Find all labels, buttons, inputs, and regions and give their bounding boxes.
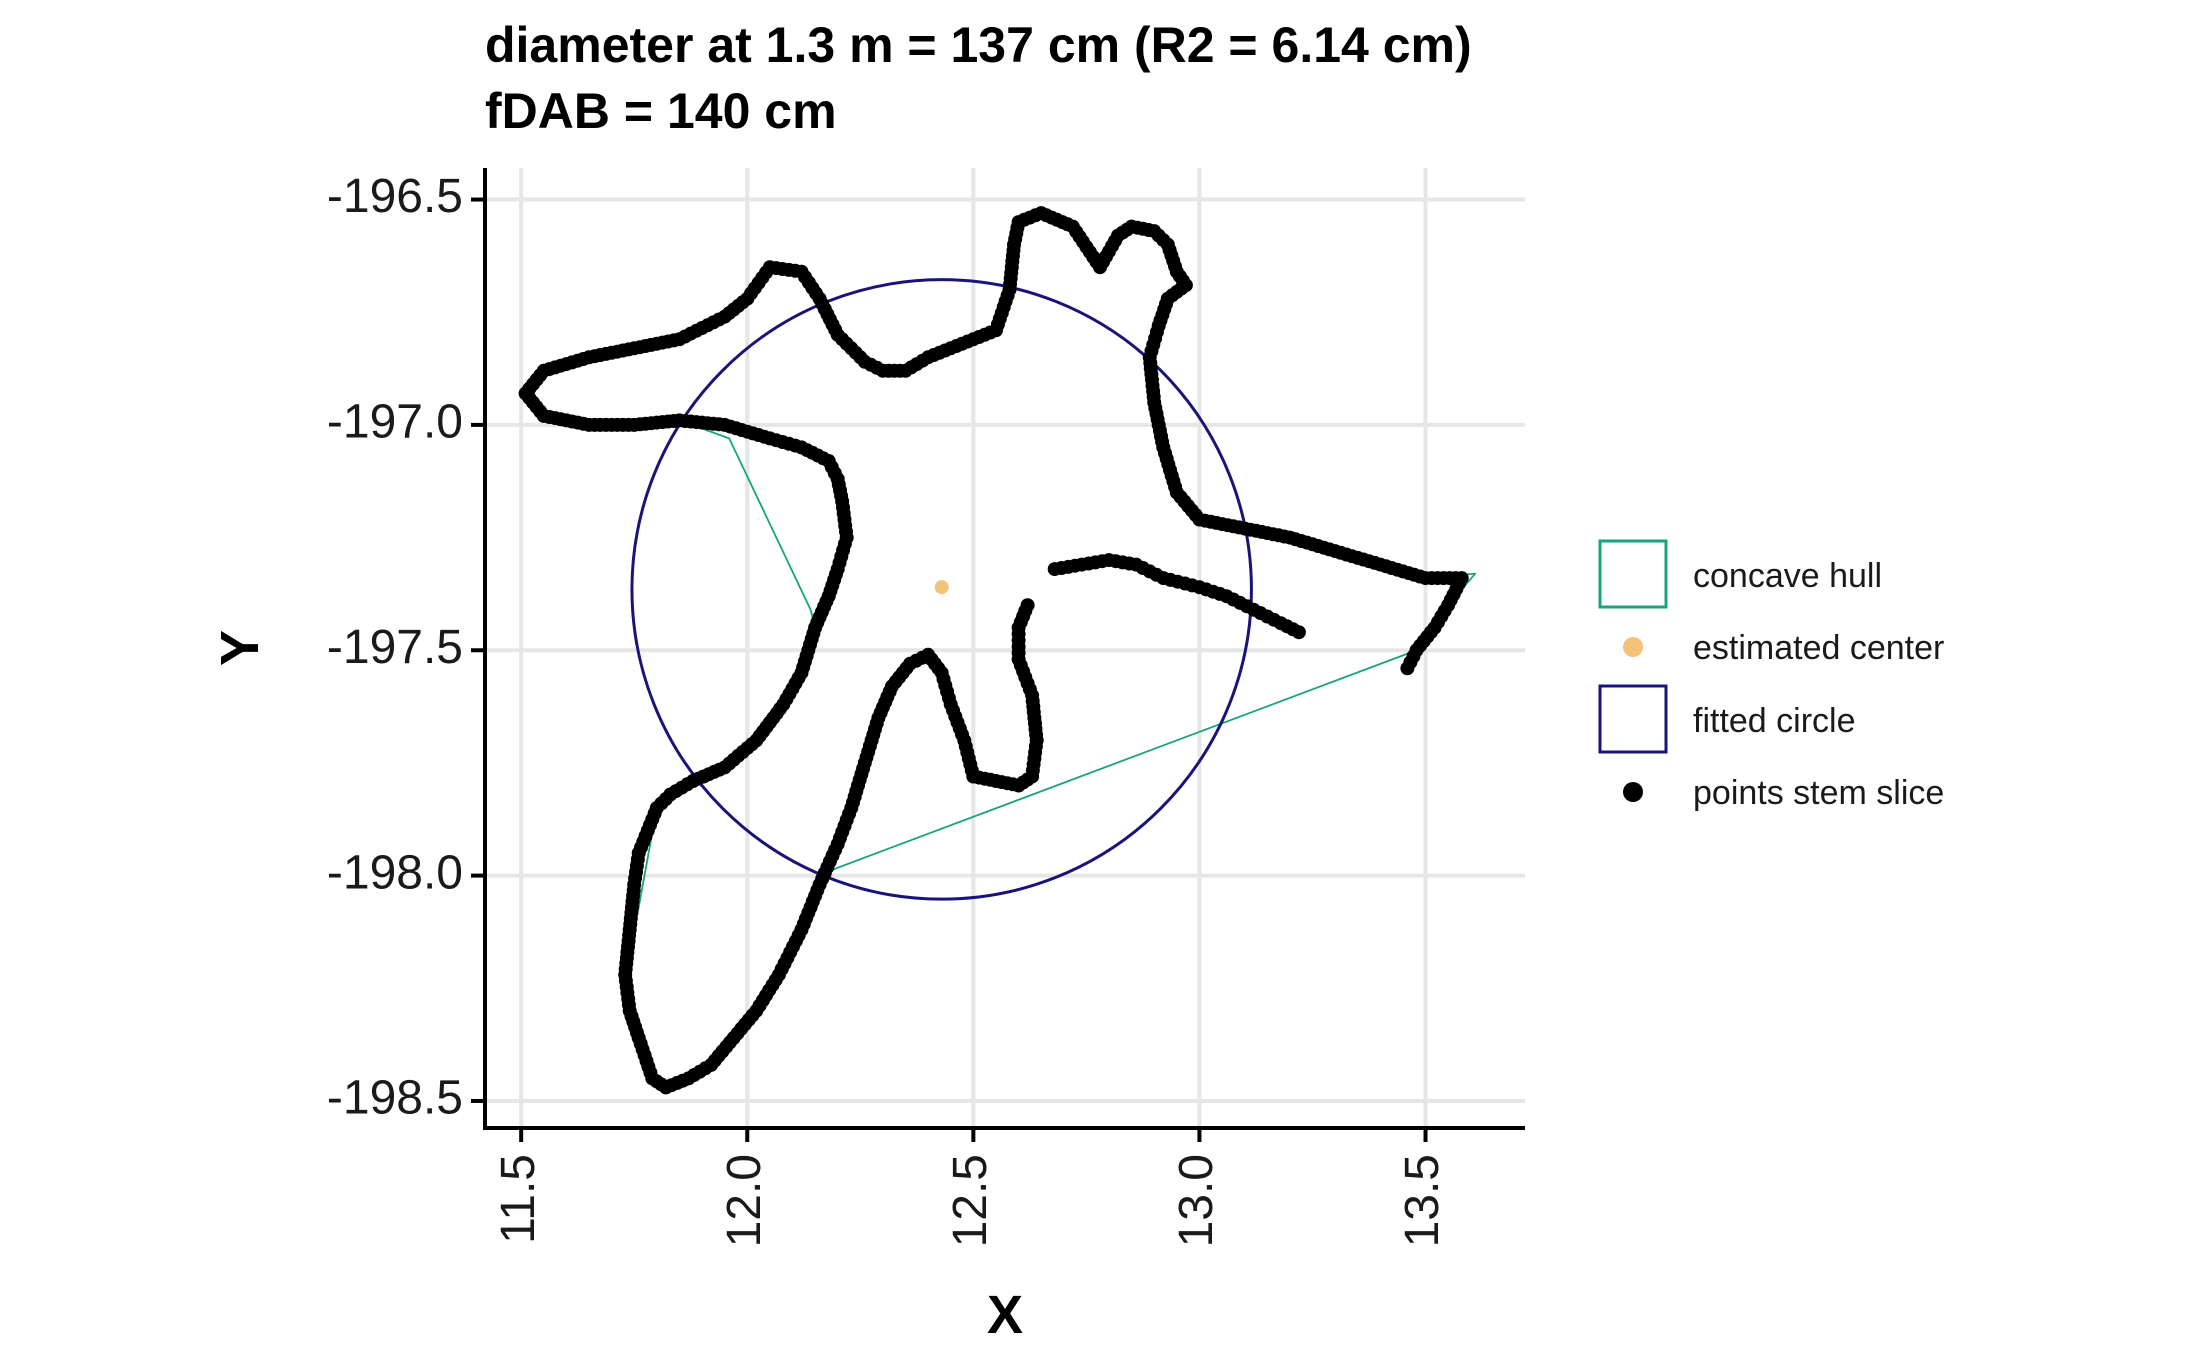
- legend: concave hull estimated center fitted cir…: [1598, 539, 1944, 812]
- legend-label-fitted-circle: fitted circle: [1693, 702, 1856, 740]
- legend-key-fitted-circle: [1598, 684, 1668, 754]
- x-axis-title: X: [987, 1285, 1023, 1345]
- y-tick-label: -198.5: [327, 1072, 463, 1125]
- x-tick-label: 13.0: [1170, 1154, 1223, 1247]
- x-tick-label: 12.0: [718, 1154, 771, 1247]
- y-tick-label: -197.0: [327, 396, 463, 449]
- x-tick-label: 13.5: [1396, 1154, 1449, 1247]
- legend-key-estimated-center: [1623, 637, 1643, 657]
- x-tick-label: 12.5: [944, 1154, 997, 1247]
- fitted-circle-shape: [630, 278, 1253, 901]
- legend-label-concave-hull: concave hull: [1693, 557, 1882, 595]
- legend-label-estimated-center: estimated center: [1693, 629, 1944, 667]
- chart-title-line2: fDAB = 140 cm: [485, 83, 837, 139]
- points-stem-slice: [518, 206, 1469, 1095]
- legend-key-concave-hull: [1598, 539, 1668, 609]
- legend-key-points-stem-slice: [1623, 782, 1643, 802]
- x-tick-label: 11.5: [492, 1154, 545, 1244]
- y-tick-label: -198.0: [327, 846, 463, 899]
- x-axis-ticks: 11.5 12.0 12.5 13.0 13.5: [492, 1128, 1449, 1247]
- y-tick-label: -197.5: [327, 621, 463, 674]
- stem-point: [1291, 625, 1306, 640]
- chart-title-line1: diameter at 1.3 m = 137 cm (R2 = 6.14 cm…: [485, 17, 1472, 73]
- fitted-circle: [630, 278, 1253, 901]
- y-tick-label: -196.5: [327, 170, 463, 223]
- y-axis-title: Y: [210, 630, 270, 666]
- legend-label-points-stem-slice: points stem slice: [1693, 774, 1944, 812]
- y-axis-ticks: -196.5 -197.0 -197.5 -198.0 -198.5: [327, 170, 485, 1125]
- stem-point: [1020, 598, 1035, 613]
- estimated-center: [934, 580, 949, 595]
- stem-point: [1400, 661, 1415, 676]
- estimated-center-point: [934, 580, 949, 595]
